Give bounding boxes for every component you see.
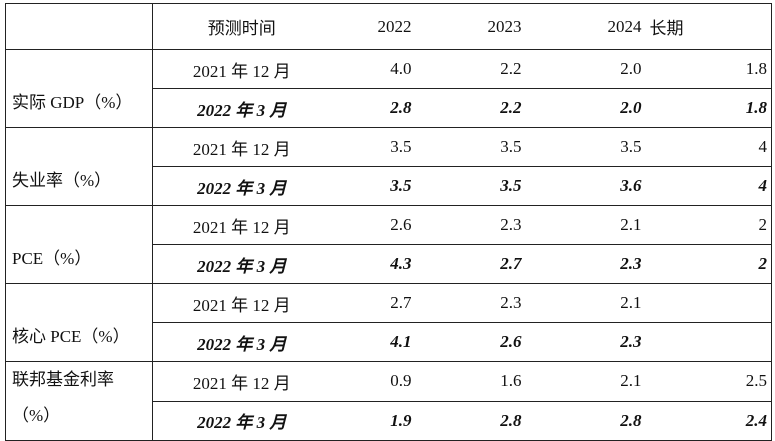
value-cell: 2.5 [645,361,772,401]
value-cell: 2.8 [415,400,526,441]
value-cell: 3.5 [415,127,526,167]
group-label: 联邦基金利率（%） [5,361,153,441]
forecast-date: 2022 年 3 月 [152,166,331,206]
value-cell: 2.0 [525,88,646,128]
forecast-date: 2022 年 3 月 [152,88,331,128]
value-cell: 3.6 [525,166,646,206]
value-cell: 4 [645,166,772,206]
value-cell: 2.3 [415,205,526,245]
value-cell: 2.6 [330,205,416,245]
forecast-date: 2021 年 12 月 [152,127,331,167]
forecast-date: 2021 年 12 月 [152,205,331,245]
group-label: 失业率（%） [5,127,153,206]
forecast-table: 预测时间 2022 2023 2024 长期 实际 GDP（%） 2021 年 1… [5,3,772,441]
value-cell [645,283,772,323]
value-cell: 2.3 [525,244,646,284]
table-row: PCE（%） 2021 年 12 月 2.6 2.3 2.1 2 [5,205,772,284]
header-cell: 2023 [415,3,526,50]
header-cell: 2022 [330,3,416,50]
table-row: 2022 年 3 月 2.8 2.2 2.0 1.8 [6,88,772,128]
value-cell: 2.0 [525,49,646,89]
value-cell: 2.8 [330,88,416,128]
table-row: 联邦基金利率（%） 2021 年 12 月 0.9 1.6 2.1 2.5 [5,361,772,441]
value-cell: 3.5 [415,166,526,206]
forecast-date: 2021 年 12 月 [152,361,331,401]
value-cell: 2.4 [645,400,772,441]
table-row: 2022 年 3 月 3.5 3.5 3.6 4 [6,166,772,206]
value-cell: 3.5 [330,127,416,167]
value-cell: 2.2 [415,88,526,128]
value-cell: 2.1 [525,361,646,401]
value-cell: 2.3 [415,283,526,323]
table-row: 核心 PCE（%） 2021 年 12 月 2.7 2.3 2.1 [5,283,772,362]
value-cell: 2.6 [415,322,526,362]
value-cell: 4.0 [330,49,416,89]
value-cell: 4 [645,127,772,167]
table-row: 2022 年 3 月 4.1 2.6 2.3 [6,322,772,362]
table-row: 2022 年 3 月 4.3 2.7 2.3 2 [6,244,772,284]
table-row: 实际 GDP（%） 2021 年 12 月 4.0 2.2 2.0 1.8 [5,49,772,128]
group-label: PCE（%） [5,205,153,284]
value-cell: 2.1 [525,283,646,323]
value-cell: 2.7 [330,283,416,323]
value-cell: 2.8 [525,400,646,441]
value-cell: 2 [645,244,772,284]
value-cell: 2 [645,205,772,245]
value-cell: 2.7 [415,244,526,284]
forecast-date: 2022 年 3 月 [152,322,331,362]
value-cell: 1.9 [330,400,416,441]
value-cell: 1.8 [645,49,772,89]
header-cell: 预测时间 [152,3,331,50]
value-cell: 1.6 [415,361,526,401]
value-cell: 0.9 [330,361,416,401]
forecast-date: 2022 年 3 月 [152,400,331,441]
value-cell: 2.3 [525,322,646,362]
value-cell: 4.1 [330,322,416,362]
forecast-date: 2022 年 3 月 [152,244,331,284]
group-label: 核心 PCE（%） [5,283,153,362]
header-cell: 2024 [525,3,646,50]
forecast-date: 2021 年 12 月 [152,283,331,323]
value-cell: 4.3 [330,244,416,284]
header-row: 预测时间 2022 2023 2024 长期 [5,3,772,50]
value-cell: 2.1 [525,205,646,245]
header-cell: 长期 [645,3,772,50]
group-label: 实际 GDP（%） [5,49,153,128]
table-row: 失业率（%） 2021 年 12 月 3.5 3.5 3.5 4 [5,127,772,206]
value-cell: 1.8 [645,88,772,128]
value-cell: 2.2 [415,49,526,89]
value-cell: 3.5 [330,166,416,206]
corner-cell [5,3,153,50]
value-cell [645,322,772,362]
forecast-date: 2021 年 12 月 [152,49,331,89]
value-cell: 3.5 [525,127,646,167]
